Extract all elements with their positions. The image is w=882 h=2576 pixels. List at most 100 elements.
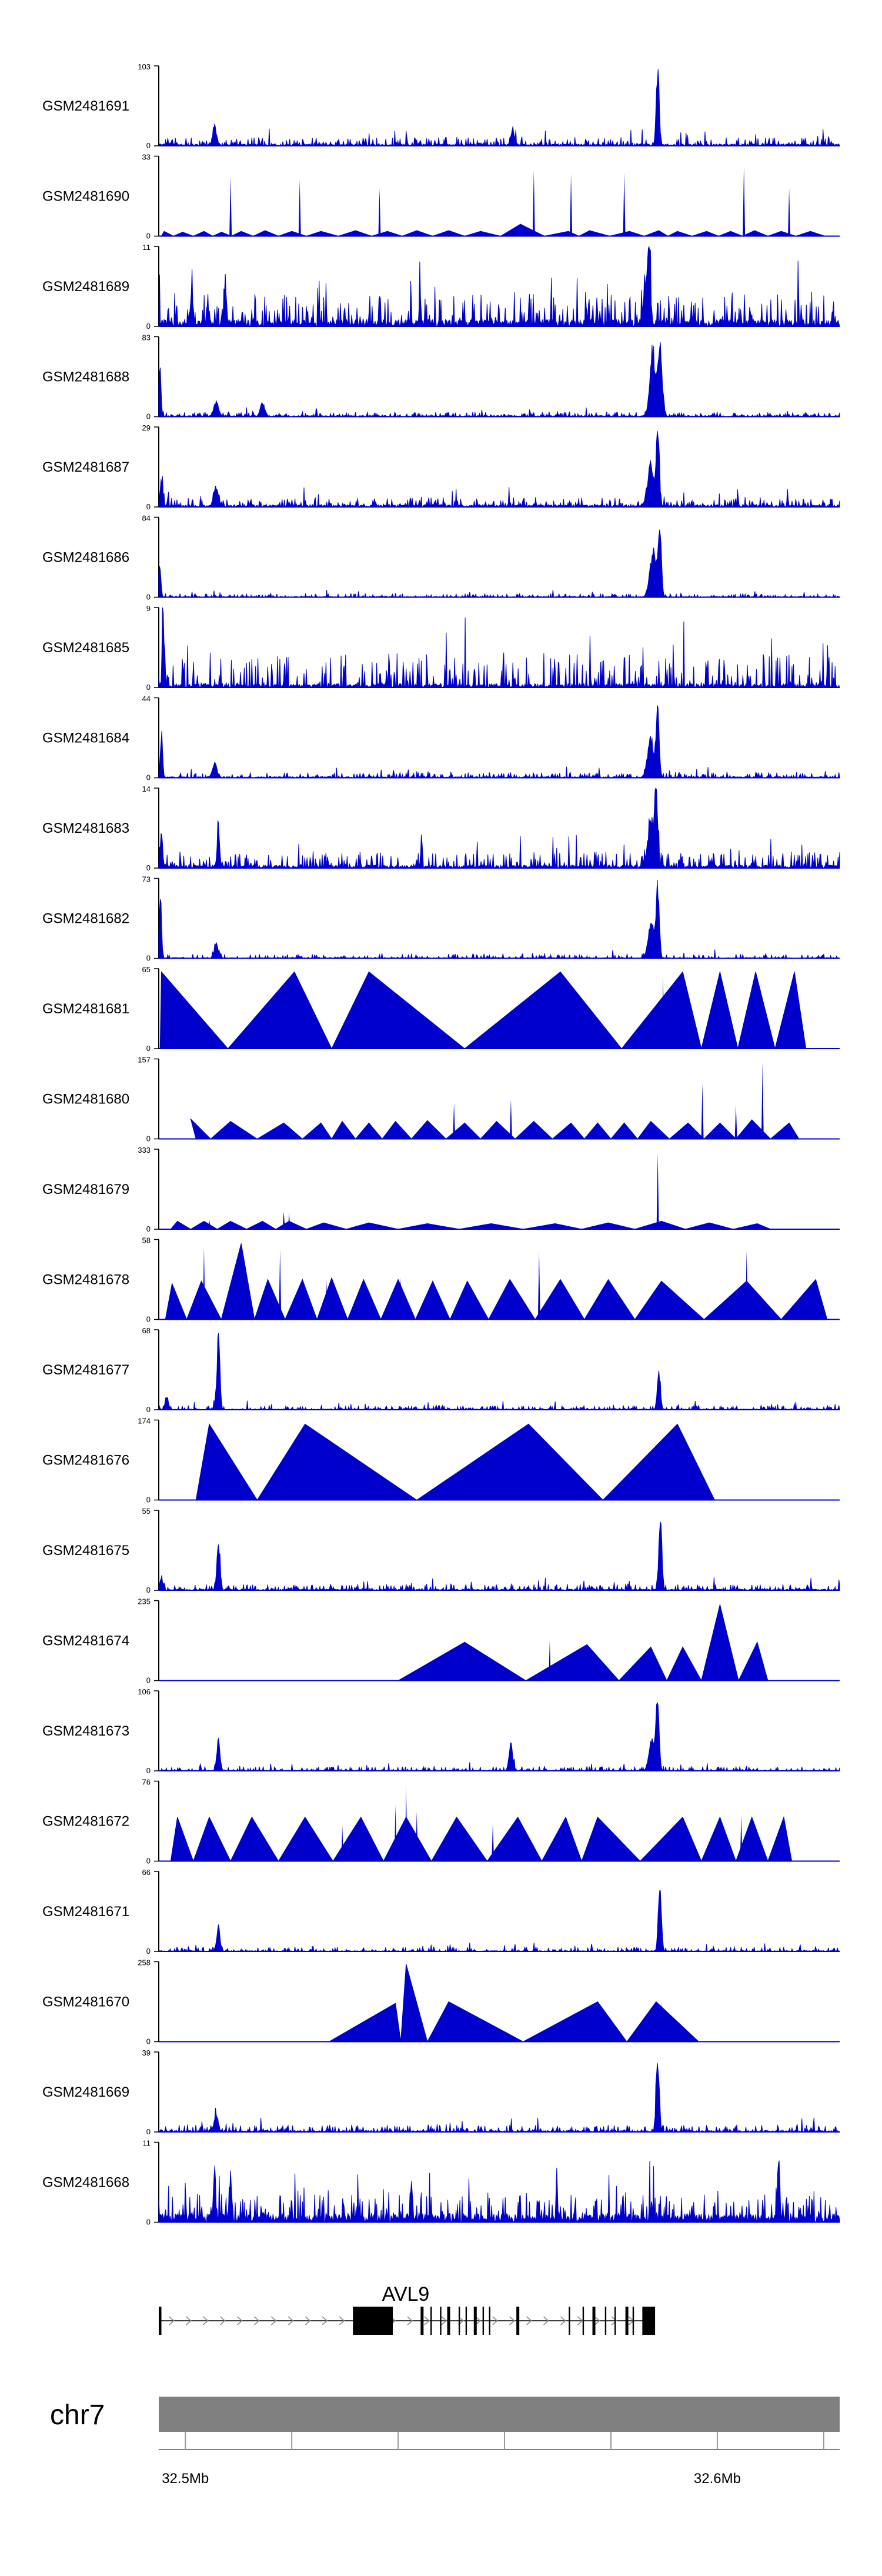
coverage-area: [182, 1423, 752, 1501]
coverage-area: [159, 1243, 839, 1320]
strand-arrow: [169, 2316, 175, 2325]
exon-line: [516, 2307, 520, 2335]
coverage-spike: [537, 1251, 540, 1320]
axis-tick-label: 32.5Mb: [162, 2471, 209, 2487]
signal-area: [158, 1521, 840, 1591]
track-label: GSM2481679: [42, 1182, 129, 1197]
signal-area: [158, 2063, 840, 2133]
strand-arrow: [339, 2316, 345, 2325]
track-label: GSM2481682: [42, 911, 129, 927]
track-label: GSM2481673: [42, 1723, 129, 1739]
coverage-spike: [279, 1249, 282, 1320]
track-label: GSM2481672: [42, 1814, 129, 1830]
y-max-label: 44: [142, 695, 151, 703]
strand-arrow: [305, 2316, 311, 2325]
signal-area: [158, 1701, 840, 1772]
track-label: GSM2481670: [42, 1994, 129, 2010]
y-max-label: 65: [142, 965, 151, 974]
coverage-area: [262, 1964, 741, 2043]
y-zero-label: 0: [146, 1586, 151, 1594]
coverage-spike: [734, 1105, 737, 1139]
y-zero-label: 0: [146, 232, 151, 241]
exon-line: [625, 2307, 629, 2335]
genome-axis: 32.5Mb 32.6Mb: [159, 2432, 840, 2487]
coverage-spike: [325, 1279, 328, 1320]
y-max-label: 157: [138, 1056, 151, 1065]
y-max-label: 11: [143, 243, 151, 252]
coverage-spike: [570, 173, 573, 236]
chromosome-track: chr7: [50, 2397, 840, 2432]
track-GSM2481669: GSM2481669 39 0: [42, 2048, 840, 2136]
coverage-area: [159, 223, 840, 237]
coverage-area: [332, 1604, 779, 1681]
track-label: GSM2481686: [42, 550, 129, 566]
track-label: GSM2481680: [42, 1092, 129, 1107]
coverage-area: [159, 971, 817, 1050]
strand-arrow: [611, 2316, 617, 2325]
track-label: GSM2481689: [42, 279, 129, 295]
coverage-spike: [298, 180, 301, 236]
signal-area: [158, 879, 840, 960]
y-max-label: 258: [138, 1958, 151, 1967]
y-max-label: 235: [138, 1597, 151, 1606]
track-GSM2481688: GSM2481688 83 0: [42, 333, 840, 421]
strand-arrow: [594, 2316, 600, 2325]
track-GSM2481690: GSM2481690 33 0: [42, 153, 840, 241]
exon-line: [582, 2307, 584, 2335]
y-max-label: 68: [142, 1326, 151, 1335]
y-zero-label: 0: [146, 1496, 151, 1504]
coverage-spike: [288, 1213, 290, 1229]
track-GSM2481680: GSM2481680 157 0: [42, 1056, 840, 1143]
coverage-spike: [548, 1640, 551, 1681]
chromosome-bar: [159, 2397, 840, 2432]
y-max-label: 103: [138, 62, 151, 71]
track-GSM2481670: GSM2481670 258 0: [42, 1958, 840, 2046]
y-zero-label: 0: [146, 1044, 151, 1053]
strand-arrow: [288, 2316, 294, 2325]
coverage-spike: [623, 172, 626, 236]
strand-arrow: [492, 2316, 498, 2325]
strand-arrow: [236, 2316, 243, 2325]
coverage-spike: [405, 1786, 407, 1861]
track-GSM2481673: GSM2481673 106 0: [42, 1687, 840, 1775]
strand-arrow: [424, 2316, 430, 2325]
coverage-spike: [745, 1250, 748, 1320]
coverage-spike: [492, 1823, 495, 1861]
y-zero-label: 0: [146, 502, 151, 511]
y-zero-label: 0: [146, 683, 151, 692]
y-zero-label: 0: [146, 863, 151, 872]
track-label: GSM2481685: [42, 640, 129, 656]
track-GSM2481685: GSM2481685 9 0: [42, 604, 840, 692]
track-label: GSM2481684: [42, 730, 129, 746]
y-zero-label: 0: [146, 412, 151, 421]
track-GSM2481672: GSM2481672 76 0: [42, 1778, 840, 1866]
y-max-label: 55: [142, 1507, 151, 1516]
y-max-label: 76: [142, 1778, 151, 1787]
exon-line: [604, 2307, 607, 2335]
coverage-spike: [282, 1212, 285, 1229]
strand-arrow: [441, 2316, 447, 2325]
strand-arrow: [475, 2316, 481, 2325]
track-label: GSM2481677: [42, 1362, 129, 1378]
track-label: GSM2481671: [42, 1904, 129, 1920]
y-max-label: 9: [146, 604, 151, 613]
strand-arrow: [560, 2316, 566, 2325]
coverage-spike: [394, 1805, 397, 1861]
gene-label: AVL9: [382, 2283, 430, 2305]
exon-block: [642, 2307, 656, 2335]
track-label: GSM2481676: [42, 1453, 129, 1469]
signal-area: [158, 1333, 840, 1411]
y-zero-label: 0: [146, 1676, 151, 1685]
signal-area: [158, 1890, 841, 1953]
coverage-spike: [656, 1152, 659, 1229]
coverage-spike: [229, 176, 232, 236]
track-GSM2481674: GSM2481674 235 0: [42, 1597, 840, 1685]
strand-arrow: [203, 2316, 209, 2325]
exon-line: [447, 2307, 450, 2335]
track-label: GSM2481681: [42, 1001, 129, 1017]
track-GSM2481682: GSM2481682 73 0: [42, 875, 840, 963]
strand-arrow: [526, 2316, 532, 2325]
chromosome-label: chr7: [50, 2400, 105, 2431]
coverage-spike: [532, 170, 535, 236]
